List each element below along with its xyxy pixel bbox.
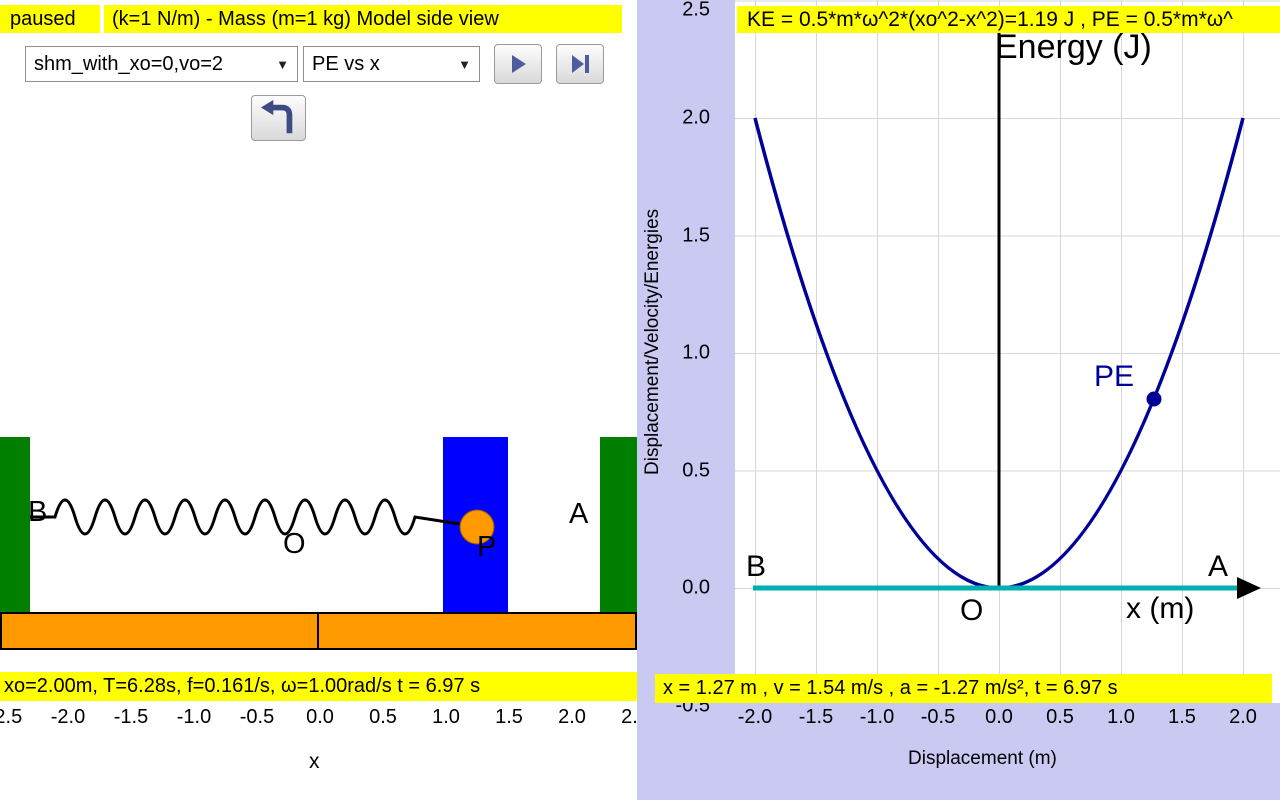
x-tick: 2.0 [1229,706,1257,728]
play-icon [512,55,526,73]
left-wall [0,437,30,612]
y-tick: 0.5 [682,459,710,482]
graph-label-a: A [1208,550,1229,583]
model-select-dropdown[interactable]: shm_with_xo=0,vo=2 ▼ [25,46,298,82]
model-label-o: O [283,528,306,560]
model-x-axis-ticks: -2.5 -2.0 -1.5 -1.0 -0.5 0.0 0.5 1.0 1.5… [0,700,636,730]
y-tick: 2.0 [682,106,710,129]
model-select-value: shm_with_xo=0,vo=2 [34,52,224,75]
x-tick: -2.0 [50,706,86,728]
chart-title: Energy (J) [995,28,1152,66]
right-wall [600,437,637,612]
x-tick: -1.0 [176,706,212,728]
energy-plot-area [735,0,1280,703]
plot-select-dropdown[interactable]: PE vs x ▼ [303,46,480,82]
y-tick: 2.5 [682,0,710,21]
pe-curve-label: PE [1094,360,1135,393]
x-tick: 2.0 [558,706,586,728]
y-tick: 1.0 [682,341,710,364]
graph-label-o: O [960,594,984,627]
graph-x-axis-label: Displacement (m) [908,748,1057,769]
y-tick: 0.0 [682,576,710,599]
x-tick: 2.5 [621,706,636,728]
model-label-p: P [477,531,497,563]
model-panel [0,0,637,800]
x-tick: 1.0 [1107,706,1135,728]
model-title-bar: (k=1 N/m) - Mass (m=1 kg) Model side vie… [104,5,622,33]
model-x-axis-label: x [309,750,320,773]
model-label-b: B [28,496,48,528]
y-tick: 1.5 [682,224,710,247]
step-button[interactable] [556,44,604,84]
graph-label-b: B [746,550,767,583]
floor-divider [317,612,319,650]
x-tick: 0.5 [369,706,397,728]
x-tick: 1.5 [1168,706,1196,728]
plot-select-value: PE vs x [312,52,380,75]
x-tick: 0.5 [1046,706,1074,728]
step-forward-icon [572,55,589,73]
reset-icon [260,99,292,134]
x-tick: -1.5 [113,706,149,728]
x-tick: 0.0 [306,706,334,728]
graph-status-bar: x = 1.27 m , v = 1.54 m/s , a = -1.27 m/… [655,674,1272,703]
model-info-bar: xo=2.00m, T=6.28s, f=0.161/s, ω=1.00rad/… [0,672,637,701]
mass-block[interactable] [443,437,508,612]
x-tick: 0.0 [985,706,1013,728]
pause-status-badge: paused [0,5,100,33]
model-label-a: A [569,498,589,530]
x-tick: 1.5 [495,706,523,728]
play-button[interactable] [494,44,542,84]
reset-button[interactable] [251,95,306,141]
x-tick: -0.5 [239,706,275,728]
x-tick: -2.0 [737,706,773,728]
x-tick: -1.0 [859,706,895,728]
x-tick: -2.5 [0,706,23,728]
graph-label-x-m: x (m) [1126,592,1195,625]
chevron-down-icon: ▼ [276,56,289,72]
energy-formula-bar: KE = 0.5*m*ω^2*(xo^2-x^2)=1.19 J , PE = … [737,6,1280,33]
x-tick: -1.5 [798,706,834,728]
x-tick: 1.0 [432,706,460,728]
x-tick: -0.5 [920,706,956,728]
chevron-down-icon: ▼ [458,56,471,72]
